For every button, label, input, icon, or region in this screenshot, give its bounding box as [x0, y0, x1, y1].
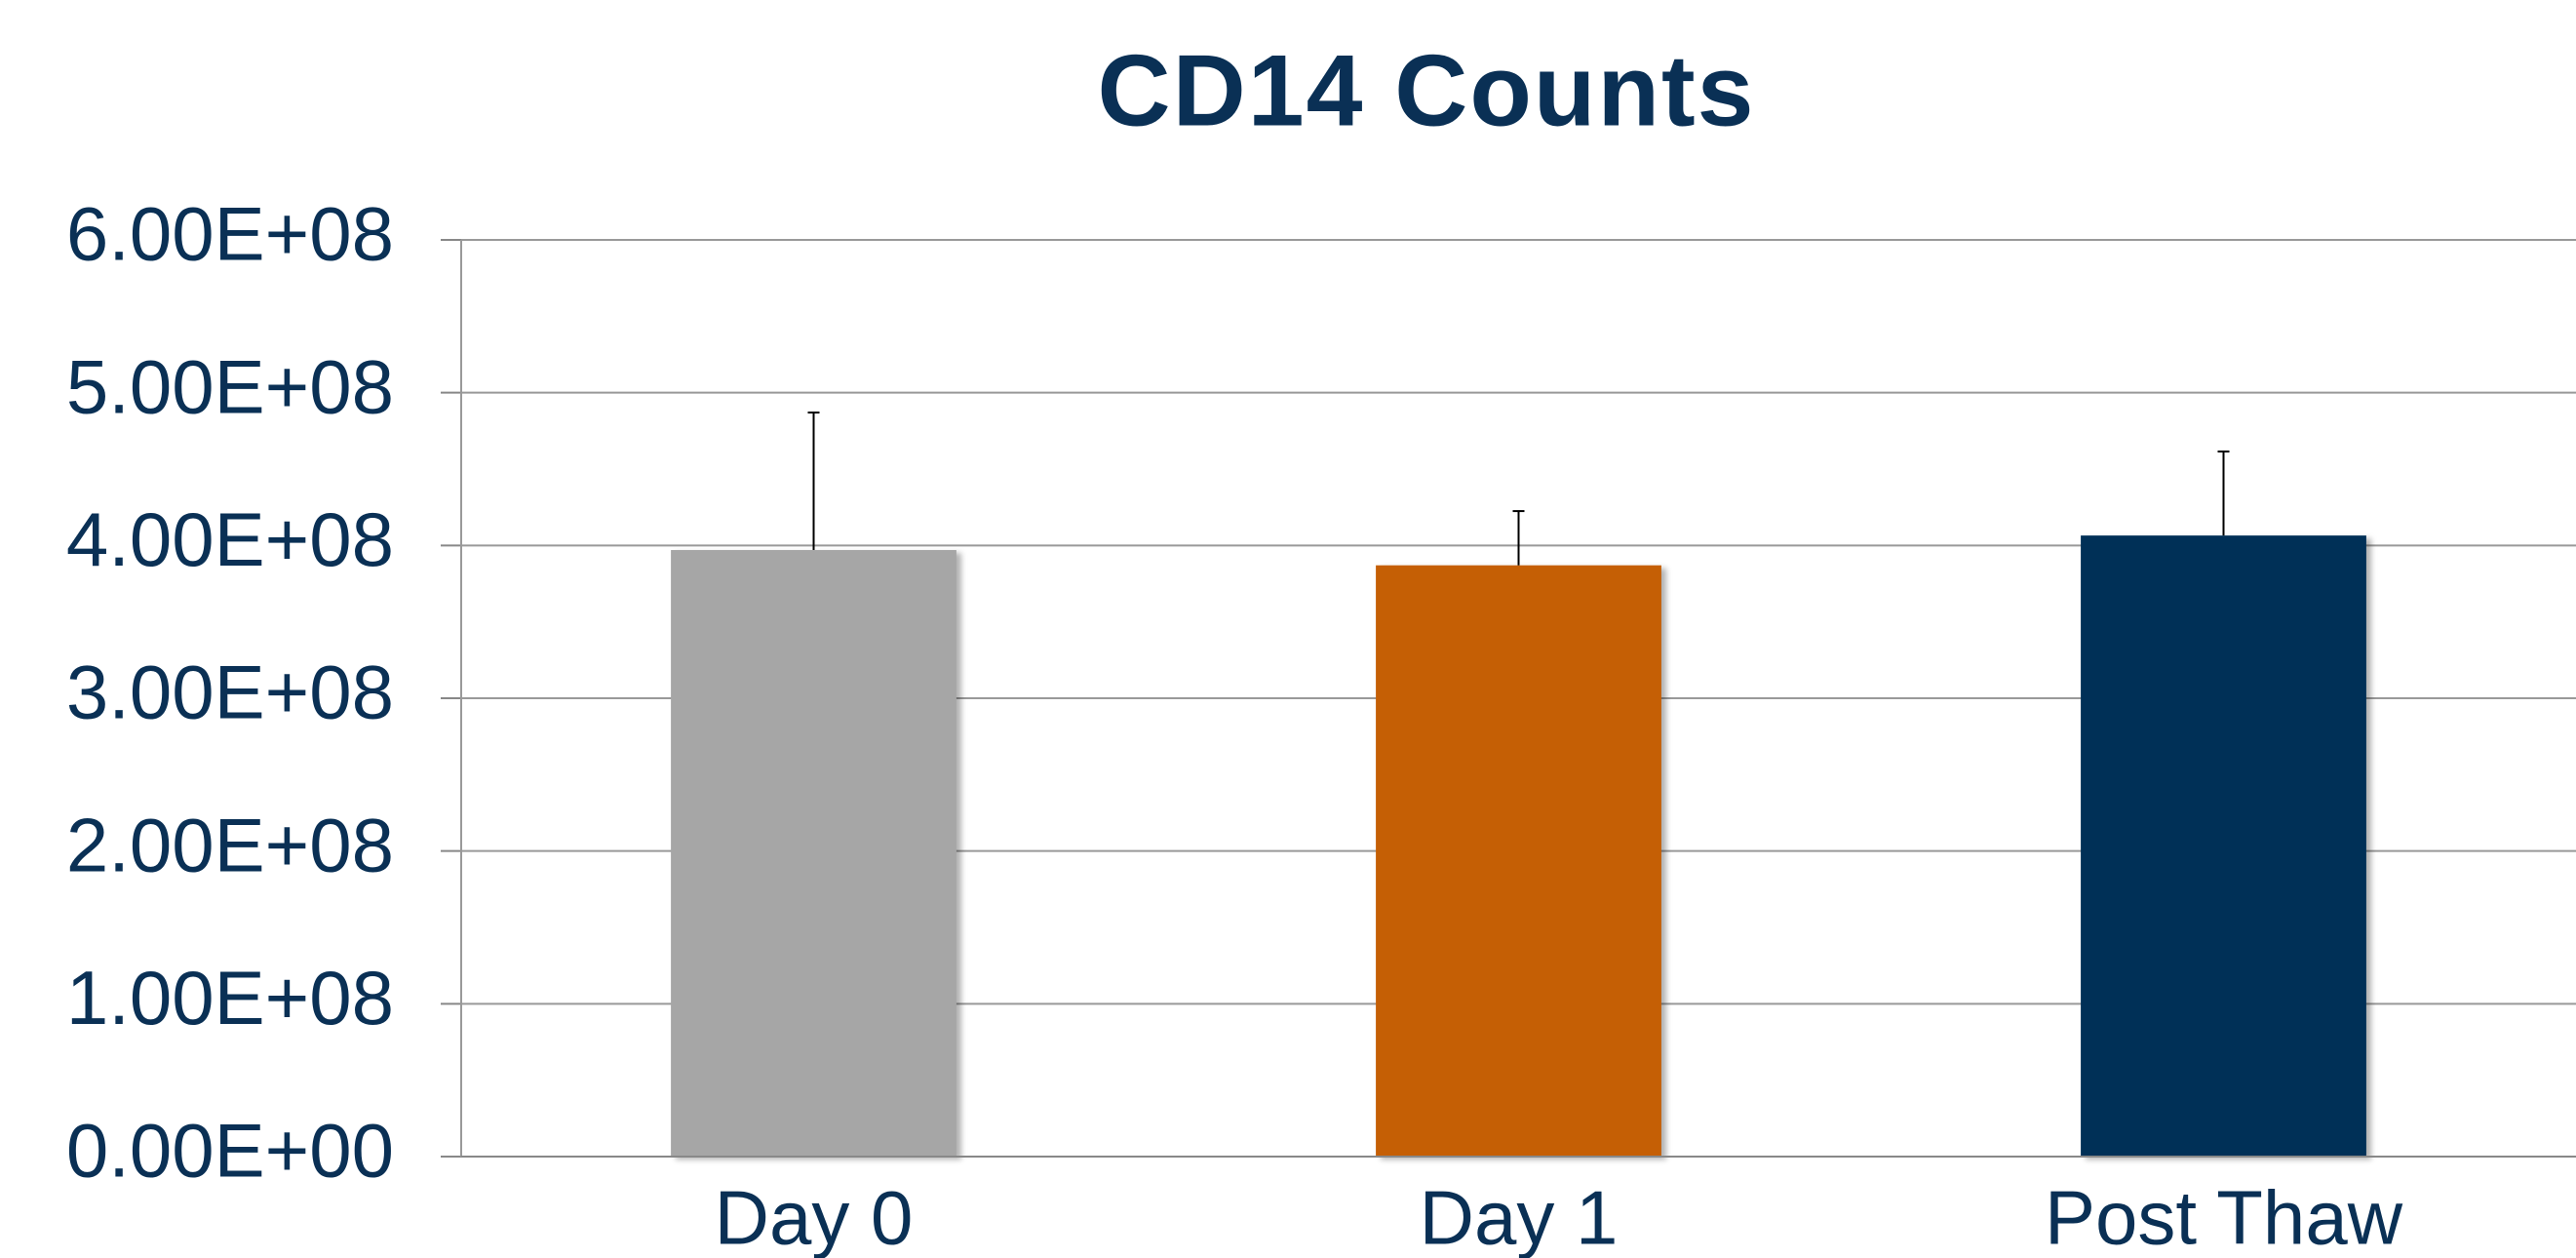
- y-tick-label: 2.00E+08: [66, 802, 394, 887]
- chart-title: CD14 Counts: [1098, 34, 1756, 147]
- bar: [2081, 535, 2366, 1157]
- y-tick-label: 5.00E+08: [66, 343, 394, 429]
- x-tick-label: Day 0: [715, 1175, 914, 1258]
- x-tick-label: Post Thaw: [2045, 1175, 2403, 1258]
- bar: [671, 550, 956, 1157]
- bar: [1376, 565, 1661, 1157]
- y-tick-label: 0.00E+00: [66, 1108, 394, 1194]
- y-tick-label: 6.00E+08: [66, 191, 394, 277]
- y-tick-label: 3.00E+08: [66, 649, 394, 735]
- x-tick-label: Day 1: [1420, 1175, 1619, 1258]
- y-tick-label: 1.00E+08: [66, 955, 394, 1041]
- y-tick-label: 4.00E+08: [66, 496, 394, 582]
